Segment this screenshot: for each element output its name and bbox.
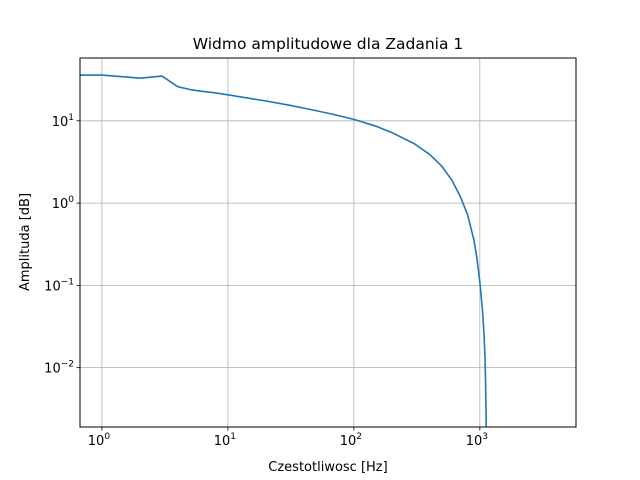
x-tick-label: 103 (466, 432, 488, 449)
x-tick-label: 102 (340, 432, 362, 449)
y-tick-label: 100 (52, 195, 75, 212)
y-tick-label: 101 (52, 113, 74, 130)
y-tick-label: 10−1 (44, 277, 74, 294)
y-axis-ticks: 10−2 10−1 100 101 (44, 113, 80, 377)
x-tick-label: 101 (214, 432, 236, 449)
y-axis-label: Amplituda [dB] (18, 193, 33, 291)
amplitude-series-line (80, 74, 487, 427)
x-tick-label: 100 (88, 432, 111, 449)
chart-title: Widmo amplitudowe dla Zadania 1 (193, 35, 464, 53)
y-tick-label: 10−2 (44, 360, 74, 377)
x-axis-ticks: 100 101 102 103 (88, 427, 488, 449)
x-axis-label: Czestotliwosc [Hz] (268, 460, 387, 475)
plot-area-frame (79, 57, 577, 428)
